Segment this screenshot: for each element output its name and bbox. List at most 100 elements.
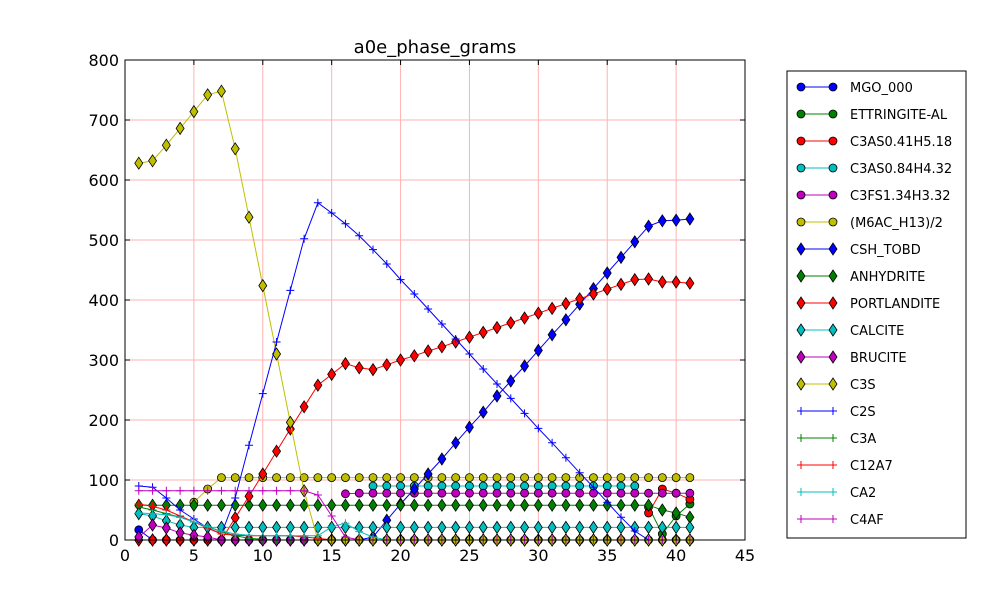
legend-label: C4AF: [850, 513, 884, 528]
data-point: [382, 260, 391, 268]
data-point: [286, 531, 295, 540]
data-point: [644, 498, 654, 512]
data-point: [189, 486, 198, 495]
data-point: [272, 498, 282, 512]
x-tick-label: 45: [735, 546, 755, 565]
data-point: [644, 272, 654, 286]
data-point: [189, 518, 198, 526]
data-point: [409, 473, 419, 483]
data-point: [272, 444, 282, 458]
data-point: [561, 296, 571, 311]
data-point: [300, 486, 309, 495]
data-point: [437, 452, 447, 466]
axis-ticks: 0 5 10 15 20 25 30 35 40 45 0 100 200 300 400 500 600 700…: [88, 51, 755, 565]
data-point: [451, 473, 461, 483]
data-point: [478, 481, 488, 491]
y-tick-label: 200: [88, 411, 119, 430]
legend-item: ETTRINGITE-AL: [796, 108, 948, 123]
data-point: [134, 486, 143, 495]
data-point: [203, 88, 213, 102]
y-tick-label: 800: [88, 51, 119, 70]
data-point: [685, 488, 695, 498]
legend-marker: [796, 242, 806, 256]
data-point: [231, 530, 240, 538]
legend-marker: [796, 350, 806, 364]
data-point: [657, 214, 667, 228]
data-point: [272, 531, 281, 540]
data-point: [382, 473, 392, 483]
legend-marker: [796, 323, 806, 337]
data-point: [189, 498, 199, 512]
data-point: [368, 473, 378, 483]
data-point: [382, 481, 392, 491]
legend-marker: [828, 109, 838, 119]
data-point: [231, 486, 240, 495]
data-point: [533, 306, 543, 320]
data-point: [671, 488, 681, 498]
data-point: [561, 313, 571, 327]
y-tick-label: 100: [88, 471, 119, 490]
data-point: [506, 394, 515, 403]
legend-marker: [828, 242, 838, 256]
data-point: [355, 527, 364, 536]
data-point: [465, 350, 474, 358]
data-point: [244, 473, 254, 483]
legend-item: C3A: [797, 432, 876, 447]
data-point: [478, 325, 488, 340]
data-point: [437, 473, 447, 483]
legend-item: C3S: [796, 377, 876, 393]
data-point: [258, 498, 268, 512]
legend-marker: [828, 82, 838, 92]
legend-marker: [828, 269, 838, 283]
data-point: [479, 365, 488, 373]
x-tick-label: 15: [321, 546, 341, 565]
legend-item: (M6AC_H13)/2: [796, 216, 943, 231]
legend-marker: [796, 109, 806, 119]
data-point: [216, 498, 226, 512]
data-point: [616, 250, 626, 265]
x-tick-label: 25: [459, 546, 479, 565]
legend-item: C4AF: [797, 513, 884, 528]
data-point: [616, 277, 626, 292]
data-point: [368, 498, 378, 512]
data-point: [300, 234, 309, 243]
data-point: [575, 488, 585, 498]
data-point: [161, 521, 171, 535]
data-point: [368, 481, 378, 491]
data-point: [341, 489, 350, 499]
legend-label: CA2: [850, 486, 876, 501]
y-tick-label: 600: [88, 171, 119, 190]
legend-marker: [828, 350, 838, 364]
legend-label: C3AS0.41H5.18: [850, 135, 952, 150]
data-point: [382, 358, 392, 372]
data-point: [217, 473, 226, 483]
data-point: [630, 488, 640, 498]
data-point: [589, 483, 598, 492]
data-point: [506, 374, 516, 388]
data-point: [396, 473, 405, 483]
data-point: [575, 468, 584, 477]
data-point: [313, 531, 322, 540]
data-point: [561, 453, 570, 462]
legend-label: C3FS1.34H3.32: [850, 189, 951, 204]
data-point: [561, 481, 571, 491]
legend-item: C3AS0.41H5.18: [796, 135, 952, 150]
data-point: [547, 488, 557, 498]
legend-item: C3AS0.84H4.32: [796, 162, 952, 177]
data-point: [602, 473, 612, 483]
data-point: [492, 488, 502, 498]
data-point: [300, 531, 309, 540]
legend-label: (M6AC_H13)/2: [850, 216, 943, 231]
legend-marker: [796, 217, 806, 227]
data-point: [327, 522, 336, 531]
data-point: [244, 210, 254, 224]
legend-marker: [828, 163, 838, 173]
data-point: [506, 473, 516, 483]
data-point: [533, 343, 543, 358]
data-point: [575, 292, 585, 306]
data-point: [148, 154, 158, 168]
data-point: [630, 527, 639, 535]
data-point: [617, 513, 625, 522]
data-point: [603, 498, 612, 507]
data-point: [354, 361, 364, 375]
